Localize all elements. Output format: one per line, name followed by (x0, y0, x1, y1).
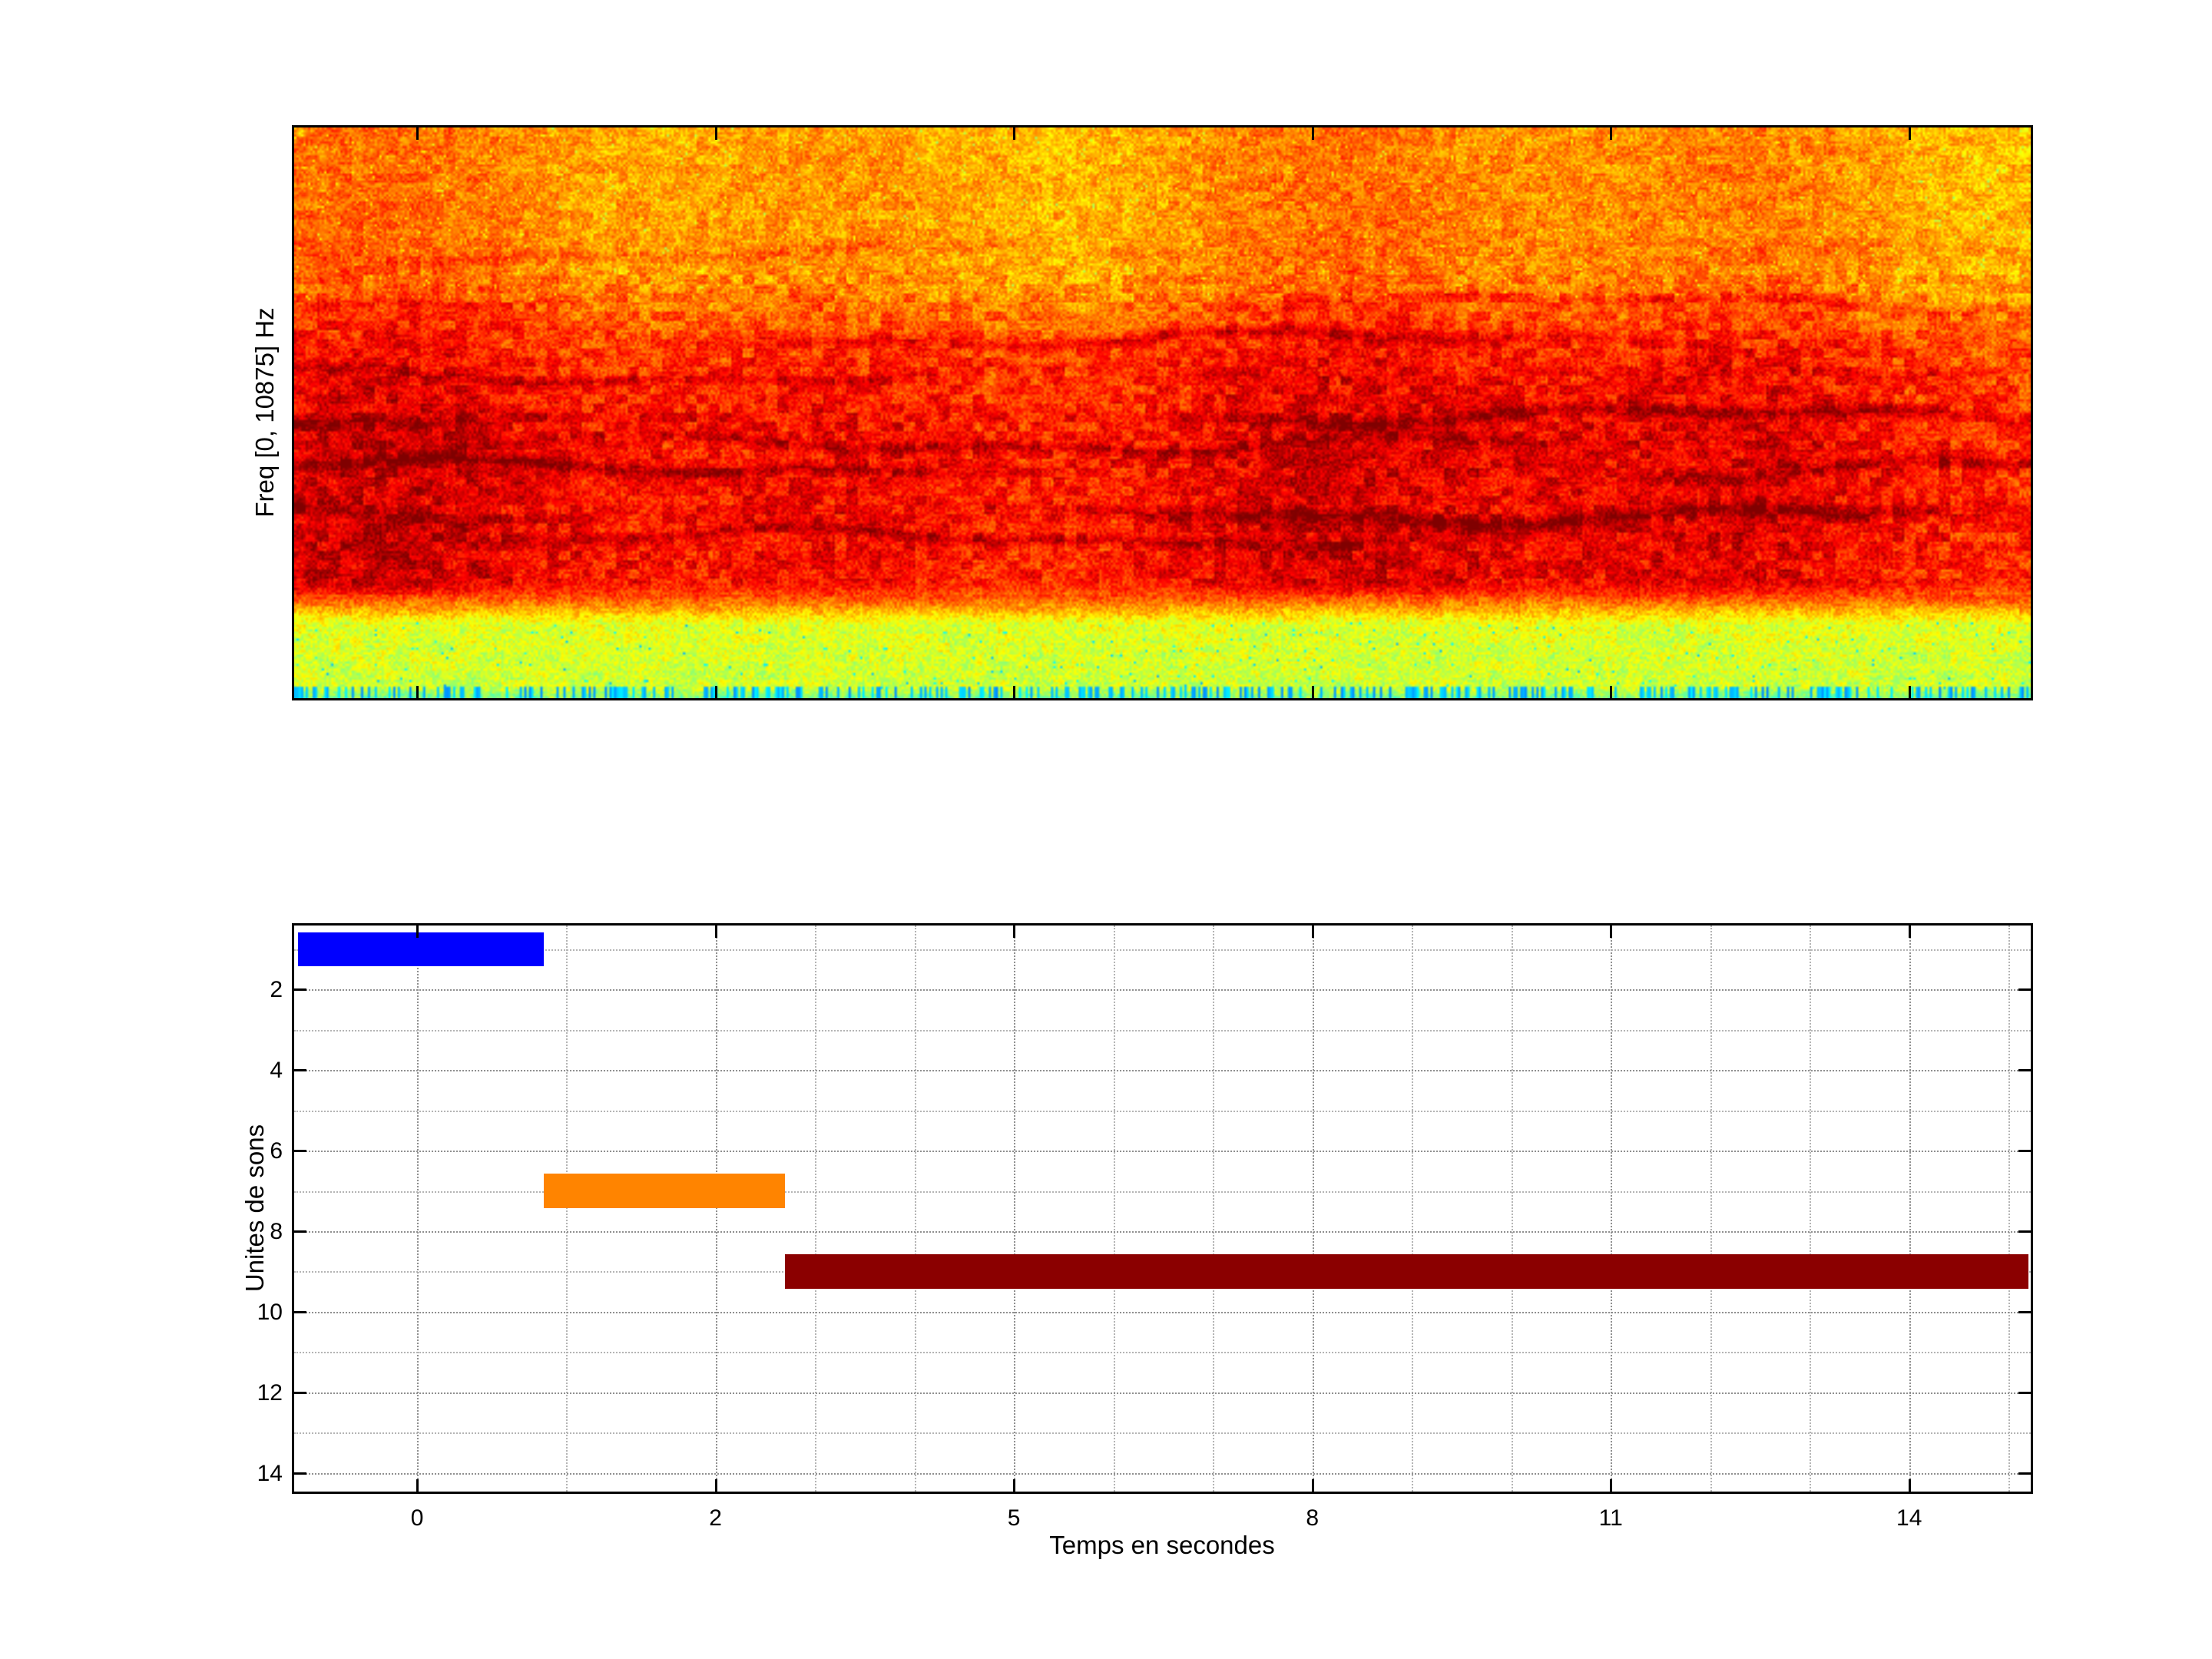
grid-line-horizontal (294, 1190, 2031, 1193)
spectrogram-image (294, 127, 2031, 698)
grid-line-horizontal (294, 1151, 2031, 1153)
spectrogram-x-tickmark (1311, 127, 1314, 140)
spectrogram-tickmarks (294, 127, 2031, 698)
gantt-y-tick-label: 4 (270, 1058, 283, 1084)
gantt-x-tick-label: 14 (1896, 1505, 1922, 1531)
grid-line-horizontal (294, 1070, 2031, 1072)
grid-line-vertical (914, 926, 916, 1492)
gantt-y-tick-label: 14 (257, 1460, 283, 1486)
grid-line-horizontal (294, 1110, 2031, 1112)
gantt-xlabel: Temps en secondes (1049, 1531, 1275, 1559)
gantt-y-tickmark (2018, 1150, 2031, 1153)
grid-line-horizontal (294, 989, 2031, 992)
grid-line-vertical (1014, 926, 1016, 1492)
gantt-x-tick-label: 0 (410, 1505, 424, 1531)
gantt-y-tickmark (294, 1150, 306, 1153)
spectrogram-ylabel: Freq [0, 10875] Hz (250, 307, 279, 518)
spectrogram-axes (292, 125, 2033, 700)
grid-line-vertical (815, 926, 817, 1492)
grid-line-horizontal (294, 1230, 2031, 1233)
gantt-y-tickmark (294, 1310, 306, 1313)
grid-line-horizontal (294, 1029, 2031, 1031)
gantt-segment-unit-1 (297, 932, 545, 967)
spectrogram-x-tickmark (714, 127, 717, 140)
gantt-y-tickmark (294, 1472, 306, 1475)
gantt-y-tickmark (2018, 1472, 2031, 1475)
gantt-x-tickmark (1311, 1479, 1314, 1492)
gantt-x-tickmark (416, 926, 419, 938)
gantt-x-tickmark (1013, 926, 1016, 938)
gantt-y-tickmark (2018, 988, 2031, 992)
spectrogram-x-tickmark (1908, 686, 1911, 698)
gantt-y-tickmark (2018, 1069, 2031, 1072)
spectrogram-x-tickmark (1013, 127, 1016, 140)
grid-line-vertical (1213, 926, 1215, 1492)
spectrogram-x-tickmark (1610, 686, 1613, 698)
gantt-y-tickmark (294, 1230, 306, 1233)
gantt-y-tickmark (294, 1391, 306, 1394)
gantt-x-tickmark (1908, 1479, 1911, 1492)
gantt-y-tickmark (294, 1069, 306, 1072)
gantt-x-tickmark (1013, 1479, 1016, 1492)
spectrogram-x-tickmark (1013, 686, 1016, 698)
gantt-y-tick-label: 10 (257, 1299, 283, 1325)
grid-line-vertical (2008, 926, 2011, 1492)
gantt-x-tickmark (1610, 926, 1613, 938)
grid-line-horizontal (294, 1432, 2031, 1435)
gantt-x-tick-label: 5 (1007, 1505, 1021, 1531)
grid-line-vertical (1710, 926, 1712, 1492)
gantt-x-tickmark (1311, 926, 1314, 938)
grid-line-vertical (1113, 926, 1115, 1492)
gantt-y-tick-label: 12 (257, 1379, 283, 1406)
gantt-y-tick-label: 2 (270, 977, 283, 1003)
gantt-x-tick-label: 11 (1598, 1505, 1623, 1531)
gantt-x-tickmark (1610, 1479, 1613, 1492)
gantt-x-tickmark (416, 1479, 419, 1492)
grid-line-vertical (1810, 926, 1812, 1492)
gantt-bars (294, 926, 2031, 1492)
gantt-x-tickmark (714, 1479, 717, 1492)
grid-line-vertical (1312, 926, 1314, 1492)
gantt-y-tickmark (2018, 1310, 2031, 1313)
spectrogram-x-tickmark (1610, 127, 1613, 140)
grid-line-horizontal (294, 1311, 2031, 1313)
spectrogram-x-tickmark (416, 127, 419, 140)
grid-line-vertical (1412, 926, 1414, 1492)
grid-line-vertical (715, 926, 717, 1492)
gantt-y-tickmark (2018, 1391, 2031, 1394)
grid-line-vertical (1611, 926, 1613, 1492)
gantt-y-tickmark (2018, 1230, 2031, 1233)
grid-line-horizontal (294, 1392, 2031, 1394)
gantt-x-tickmark (1908, 926, 1911, 938)
gantt-ylabel: Unites de sons (240, 1124, 269, 1293)
spectrogram-x-tickmark (714, 686, 717, 698)
gantt-x-tick-label: 2 (709, 1505, 722, 1531)
gantt-x-tick-label: 8 (1306, 1505, 1319, 1531)
grid-line-vertical (566, 926, 568, 1492)
gantt-y-tickmark (294, 988, 306, 992)
grid-line-vertical (1909, 926, 1911, 1492)
grid-line-horizontal (294, 949, 2031, 951)
gantt-x-tickmark (714, 926, 717, 938)
gantt-tickmarks (294, 926, 2031, 1492)
gantt-axes (292, 923, 2033, 1494)
spectrogram-x-tickmark (416, 686, 419, 698)
spectrogram-x-tickmark (1908, 127, 1911, 140)
spectrogram-x-tickmark (1311, 686, 1314, 698)
grid-line-vertical (1511, 926, 1513, 1492)
gantt-segment-unit-9 (785, 1254, 2029, 1289)
gantt-segment-unit-7 (544, 1174, 786, 1208)
grid-line-vertical (417, 926, 419, 1492)
grid-line-horizontal (294, 1472, 2031, 1475)
grid-line-horizontal (294, 1352, 2031, 1354)
